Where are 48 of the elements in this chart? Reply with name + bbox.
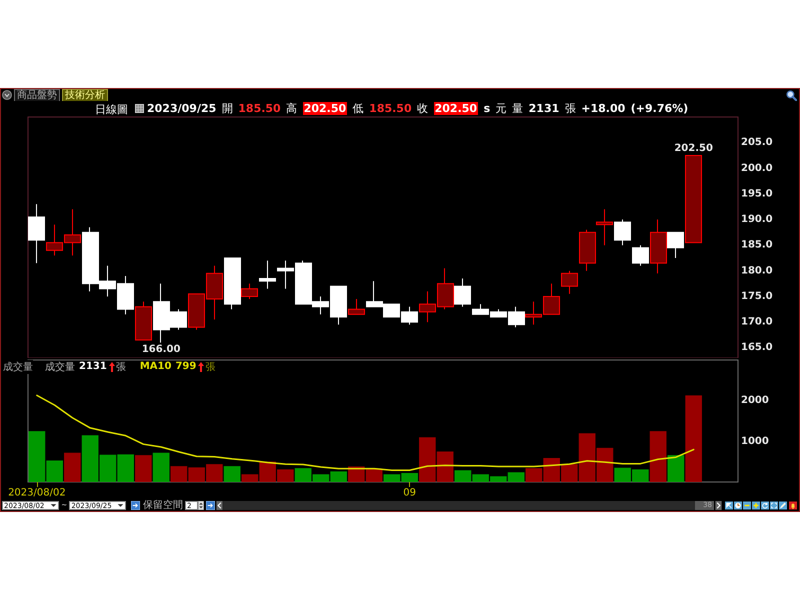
y-tick-label: 2000 <box>741 395 769 406</box>
annotation: 張 <box>116 360 126 374</box>
bar <box>650 431 666 482</box>
y-tick-label: 170.0 <box>741 316 773 328</box>
candlestick <box>685 154 702 244</box>
annotation: 成交量 <box>45 360 75 374</box>
annotation: 202.50 <box>674 142 713 154</box>
annotation: 2131 <box>79 361 107 372</box>
y-tick-label: 195.0 <box>741 188 773 200</box>
text: 2023/09/25 開 185.50 高 202.50 低 185.50 收 202.50 s 元 量 2131 張 +18.00 (+9.76%) <box>147 102 688 115</box>
candlestick <box>650 219 667 274</box>
x-tick-label: 2023/08/02 <box>8 488 66 498</box>
candlestick <box>454 278 471 308</box>
candlestick <box>224 258 241 310</box>
bar <box>668 455 684 482</box>
candlestick <box>632 244 649 266</box>
candlestick <box>259 260 276 290</box>
candlestick <box>614 219 631 246</box>
candlestick <box>241 283 258 300</box>
chart-title: 成交量 <box>3 360 33 374</box>
bar <box>152 452 170 482</box>
text: MA10 <box>140 361 172 372</box>
y-tick-label: 165.0 <box>741 342 773 354</box>
bar <box>64 452 81 482</box>
line-series <box>36 394 694 471</box>
candlestick <box>561 270 578 294</box>
candlestick <box>579 229 596 272</box>
candlestick <box>348 298 365 315</box>
y-tick-label: 180.0 <box>741 265 773 276</box>
annotation: 張 <box>205 360 216 374</box>
candlestick <box>596 208 613 246</box>
text: 保留空間 <box>143 500 183 511</box>
y-tick-label: 175.0 <box>741 290 773 302</box>
annotation: 166.00 <box>142 344 180 356</box>
y-tick-label: 200.0 <box>741 162 773 174</box>
y-tick-label: 190.0 <box>741 214 773 226</box>
chart-title: 日線圖 <box>95 102 128 116</box>
candlestick <box>28 204 45 264</box>
candlestick <box>667 232 684 259</box>
bar <box>224 466 240 482</box>
y-tick-label: 1000 <box>741 436 769 447</box>
y-tick-label: 185.0 <box>741 240 773 251</box>
y-tick-label: 205.0 <box>741 137 773 148</box>
x-tick-label: 09 <box>403 488 416 498</box>
candlestick <box>135 301 152 341</box>
bar <box>685 395 702 482</box>
bar <box>135 455 152 482</box>
annotation: 799 <box>175 361 196 372</box>
